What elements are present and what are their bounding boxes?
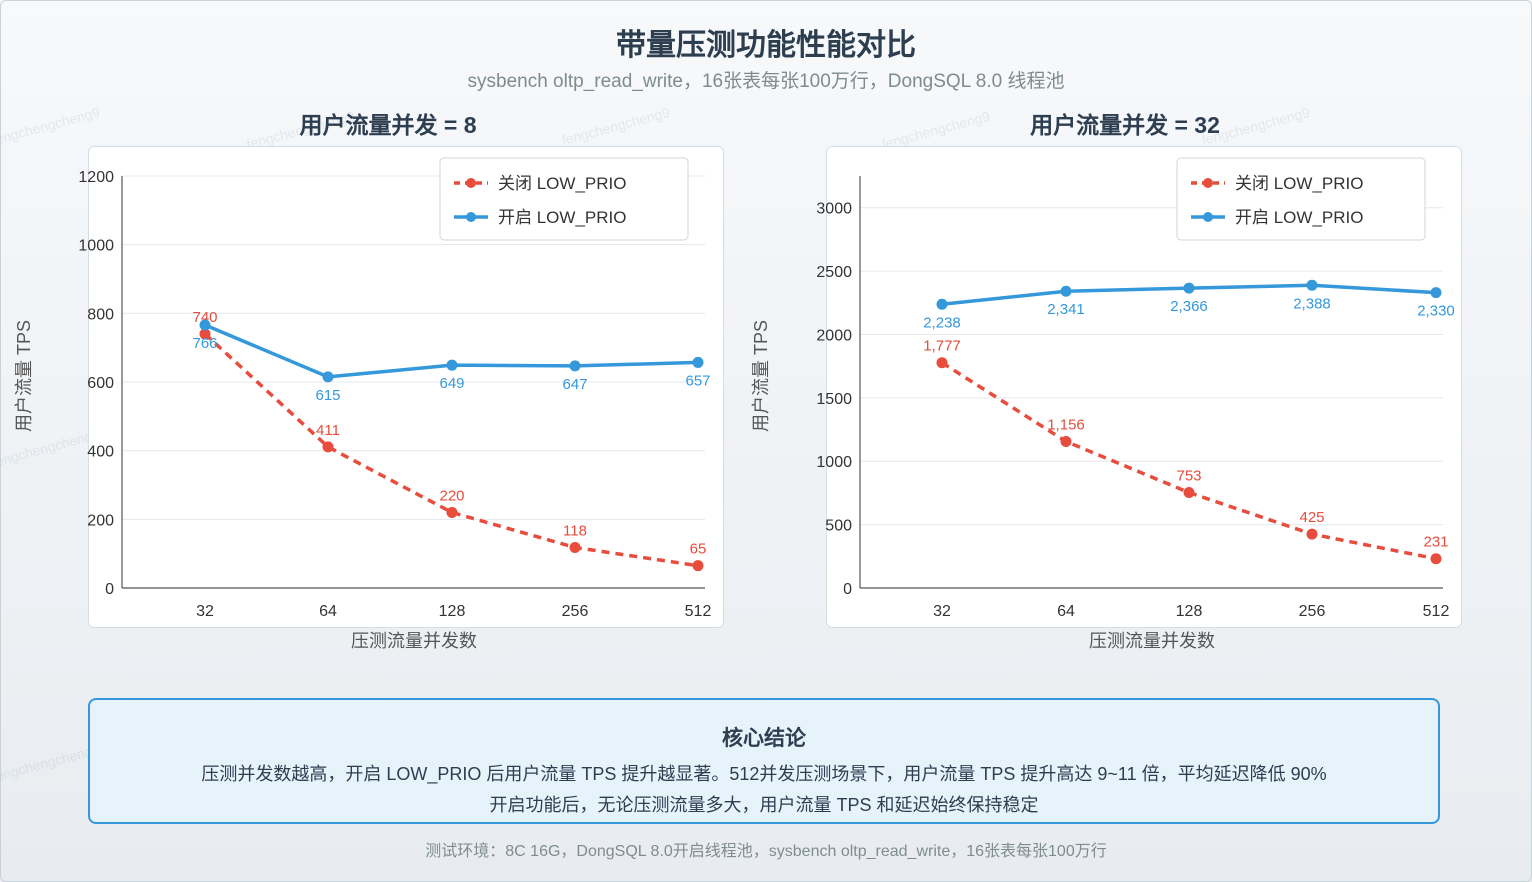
data-point — [446, 506, 458, 518]
footer-note: 测试环境：8C 16G，DongSQL 8.0开启线程池，sysbench ol… — [425, 843, 1107, 860]
data-point — [1060, 285, 1072, 297]
data-point — [1430, 553, 1442, 565]
data-label: 1,156 — [1047, 416, 1085, 433]
data-point — [199, 319, 211, 331]
chart-title-right: 用户流量并发 = 32 — [1030, 112, 1220, 138]
legend-box — [439, 157, 689, 241]
x-tick-label: 32 — [933, 603, 951, 620]
data-label: 2,388 — [1293, 295, 1331, 312]
legend-swatch-marker — [466, 212, 476, 222]
y-tick-label: 3000 — [816, 201, 852, 218]
data-label: 657 — [685, 372, 710, 389]
x-axis-label: 压测流量并发数 — [351, 631, 477, 651]
data-point — [1183, 282, 1195, 294]
y-tick-label: 800 — [87, 306, 114, 323]
x-tick-label: 64 — [1057, 603, 1075, 620]
legend-box — [1176, 157, 1426, 241]
x-tick-label: 32 — [196, 603, 214, 620]
data-point — [692, 560, 704, 572]
series-line — [203, 332, 699, 568]
legend-swatch-marker — [1203, 178, 1213, 188]
x-tick-label: 256 — [1299, 603, 1326, 620]
x-tick-label: 64 — [319, 603, 337, 620]
data-point — [692, 356, 704, 368]
data-label: 425 — [1299, 509, 1324, 526]
data-point — [936, 357, 948, 369]
data-point — [1430, 287, 1442, 299]
data-label: 2,330 — [1417, 303, 1455, 320]
y-tick-label: 200 — [87, 512, 114, 529]
data-point — [1183, 487, 1195, 499]
data-label: 220 — [439, 487, 464, 504]
data-point — [322, 441, 334, 453]
data-label: 65 — [690, 541, 707, 558]
legend-entry: 关闭 LOW_PRIO — [498, 174, 626, 193]
data-point — [322, 371, 334, 383]
x-tick-label: 256 — [562, 603, 589, 620]
y-tick-label: 1500 — [816, 391, 852, 408]
data-label: 2,341 — [1047, 301, 1085, 318]
data-point — [446, 359, 458, 371]
page-title: 带量压测功能性能对比 — [616, 29, 916, 62]
data-label: 118 — [563, 522, 587, 539]
y-tick-label: 0 — [105, 581, 114, 598]
y-tick-label: 1200 — [78, 169, 114, 186]
y-tick-label: 2500 — [816, 264, 852, 281]
x-tick-label: 512 — [1423, 603, 1450, 620]
conclusion-title: 核心结论 — [722, 727, 806, 750]
y-tick-label: 0 — [843, 581, 852, 598]
y-tick-label: 2000 — [816, 327, 852, 344]
data-label: 2,238 — [923, 314, 961, 331]
conclusion-line-2: 开启功能后，无论压测流量多大，用户流量 TPS 和延迟始终保持稳定 — [489, 795, 1039, 815]
data-label: 649 — [439, 375, 464, 392]
legend-entry: 开启 LOW_PRIO — [498, 208, 626, 227]
x-tick-label: 512 — [685, 603, 712, 620]
y-tick-label: 600 — [87, 375, 114, 392]
data-point — [1306, 528, 1318, 540]
y-axis-label: 用户流量 TPS — [14, 320, 34, 432]
data-label: 411 — [316, 422, 340, 439]
data-point — [199, 328, 211, 340]
data-point — [936, 298, 948, 310]
data-point — [569, 541, 581, 553]
data-label: 766 — [192, 335, 217, 352]
y-axis-label: 用户流量 TPS — [751, 320, 771, 432]
series-line — [941, 361, 1437, 561]
page-subtitle: sysbench oltp_read_write，16张表每张100万行，Don… — [467, 71, 1065, 92]
data-label: 740 — [192, 309, 217, 326]
y-tick-label: 1000 — [78, 238, 114, 255]
data-point — [1306, 279, 1318, 291]
line-chart-concurrency-8: 0 200 400 600 800 1000 1200 32 64 128 256 512 压测流量并发… — [14, 157, 712, 651]
x-tick-label: 128 — [1176, 603, 1203, 620]
data-point — [569, 360, 581, 372]
line-chart-concurrency-32: 0 500 1000 1500 2000 2500 3000 32 64 128 256 512 压测流… — [751, 157, 1455, 651]
conclusion-line-1: 压测并发数越高，开启 LOW_PRIO 后用户流量 TPS 提升越显著。512并… — [201, 764, 1327, 784]
legend-swatch-marker — [466, 178, 476, 188]
x-tick-label: 128 — [439, 603, 466, 620]
data-label: 753 — [1176, 468, 1201, 485]
data-label: 231 — [1423, 534, 1448, 551]
data-point — [1060, 435, 1072, 447]
chart-title-left: 用户流量并发 = 8 — [299, 112, 477, 138]
legend-swatch-marker — [1203, 212, 1213, 222]
y-tick-label: 400 — [87, 444, 114, 461]
data-label: 2,366 — [1170, 298, 1208, 315]
y-tick-label: 1000 — [816, 454, 852, 471]
data-label: 647 — [562, 376, 587, 393]
legend-entry: 关闭 LOW_PRIO — [1235, 174, 1363, 193]
y-tick-label: 500 — [825, 518, 852, 535]
data-label: 615 — [315, 387, 340, 404]
x-axis-label: 压测流量并发数 — [1089, 631, 1215, 651]
legend-entry: 开启 LOW_PRIO — [1235, 208, 1363, 227]
conclusion-box: 核心结论 压测并发数越高，开启 LOW_PRIO 后用户流量 TPS 提升越显著… — [88, 698, 1440, 824]
data-label: 1,777 — [923, 338, 961, 355]
